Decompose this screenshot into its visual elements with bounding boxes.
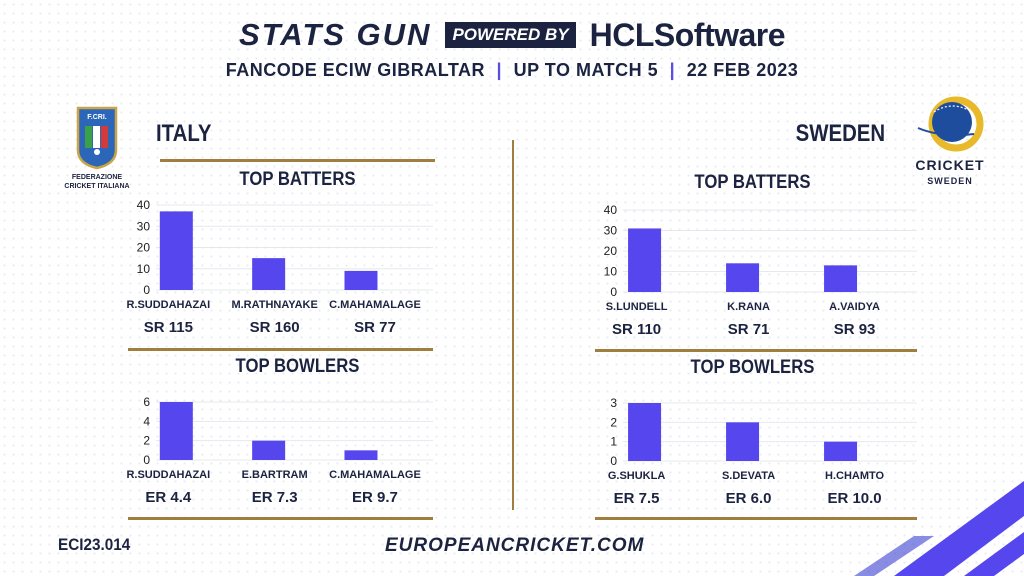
y-tick-label: 40 <box>137 198 151 212</box>
brand-row: STATS GUN POWERED BY HCLSoftware <box>0 14 1024 56</box>
y-tick-label: 20 <box>137 241 151 255</box>
y-tick-label: 6 <box>143 395 150 409</box>
bar <box>628 403 662 461</box>
italy-logo-text: CRICKET ITALIANA <box>64 183 130 190</box>
section-title-italy-bowlers: TOP BOWLERS <box>235 356 360 377</box>
y-tick-label: 4 <box>143 414 150 428</box>
sponsor-logo: HCLSoftware <box>589 16 786 53</box>
bar <box>344 270 378 290</box>
x-category-label: C.MAHAMALAGE <box>329 469 421 481</box>
section-title-sweden-batters: TOP BATTERS <box>694 172 811 193</box>
x-category-label: H.CHAMTO <box>825 470 885 482</box>
bar <box>824 441 858 461</box>
x-category-label: R.SUDDAHAZAI <box>126 469 210 481</box>
stat-label: ER 7.5 <box>614 490 660 507</box>
subtitle-separator: | <box>496 60 503 80</box>
stat-label: SR 93 <box>834 321 876 338</box>
x-category-label: G.SHUKLA <box>608 470 666 482</box>
stat-label: ER 6.0 <box>726 490 772 507</box>
brand-title: STATS GUN <box>238 17 432 52</box>
y-tick-label: 10 <box>604 265 618 279</box>
bar <box>726 422 760 461</box>
x-category-label: K.RANA <box>727 301 770 313</box>
italy-federation-logo-icon <box>76 106 118 170</box>
bar <box>159 402 193 460</box>
stat-label: ER 10.0 <box>827 490 881 507</box>
gold-rule <box>595 349 917 352</box>
y-tick-label: 2 <box>143 434 150 448</box>
website-link[interactable]: EUROPEANCRICKET.COM <box>385 535 645 556</box>
team-name-left: ITALY <box>156 120 212 147</box>
sweden-logo-text: CRICKET <box>915 157 985 173</box>
bar <box>252 440 286 460</box>
stat-label: SR 77 <box>354 319 396 336</box>
gold-rule <box>595 517 917 520</box>
y-tick-label: 30 <box>137 219 151 233</box>
gold-rule <box>128 348 433 351</box>
x-category-label: S.LUNDELL <box>606 301 668 313</box>
stat-label: ER 4.4 <box>145 489 192 506</box>
bar <box>344 450 378 460</box>
y-tick-label: 40 <box>604 203 618 217</box>
x-category-label: M.RATHNAYAKE <box>231 299 317 311</box>
y-tick-label: 0 <box>610 454 617 468</box>
y-tick-label: 10 <box>137 262 151 276</box>
team-name-right: SWEDEN <box>795 120 886 147</box>
graphic-code: ECI23.014 <box>58 535 131 554</box>
y-tick-label: 1 <box>610 435 617 449</box>
stat-label: SR 160 <box>250 319 300 336</box>
stat-label: SR 115 <box>144 319 193 336</box>
x-category-label: A.VAIDYA <box>829 301 880 313</box>
decorative-stripes <box>854 481 1024 576</box>
powered-by-badge: POWERED BY <box>445 22 576 48</box>
gold-rule <box>160 159 435 162</box>
stat-label: SR 71 <box>728 321 770 338</box>
bar <box>824 265 858 292</box>
x-category-label: R.SUDDAHAZAI <box>126 299 210 311</box>
center-divider <box>512 140 514 510</box>
italy-logo-text: FEDERAZIONE <box>71 174 123 181</box>
header: STATS GUN POWERED BY HCLSoftware FANCODE… <box>0 14 1024 81</box>
stat-label: ER 7.3 <box>252 489 298 506</box>
sweden-cricket-logo-icon <box>917 96 984 152</box>
x-category-label: S.DEVATA <box>722 470 775 482</box>
bar <box>628 228 662 292</box>
stat-label: ER 9.7 <box>352 489 398 506</box>
stat-label: SR 110 <box>612 321 661 338</box>
y-tick-label: 0 <box>143 283 150 297</box>
bar <box>726 263 760 292</box>
y-tick-label: 3 <box>610 396 617 410</box>
bar <box>159 211 193 290</box>
y-tick-label: 30 <box>604 224 618 238</box>
section-title-sweden-bowlers: TOP BOWLERS <box>690 357 815 378</box>
x-category-label: E.BARTRAM <box>242 469 308 481</box>
sweden-logo-text: SWEDEN <box>927 176 973 186</box>
y-tick-label: 0 <box>143 453 150 467</box>
bar <box>252 258 286 290</box>
subtitle-tournament: FANCODE ECIW GIBRALTAR <box>225 60 486 80</box>
subtitle-date: 22 FEB 2023 <box>686 60 799 80</box>
subtitle-match: UP TO MATCH 5 <box>513 60 659 80</box>
x-category-label: C.MAHAMALAGE <box>329 299 421 311</box>
y-tick-label: 20 <box>604 244 618 258</box>
subtitle-separator: | <box>669 60 676 80</box>
y-tick-label: 2 <box>610 415 617 429</box>
y-tick-label: 0 <box>610 285 617 299</box>
gold-rule <box>128 517 433 520</box>
subtitle: FANCODE ECIW GIBRALTAR | UP TO MATCH 5 |… <box>0 60 1024 81</box>
italy-logo-abbrev: F.CRI. <box>87 114 107 121</box>
section-title-italy-batters: TOP BATTERS <box>239 169 356 190</box>
